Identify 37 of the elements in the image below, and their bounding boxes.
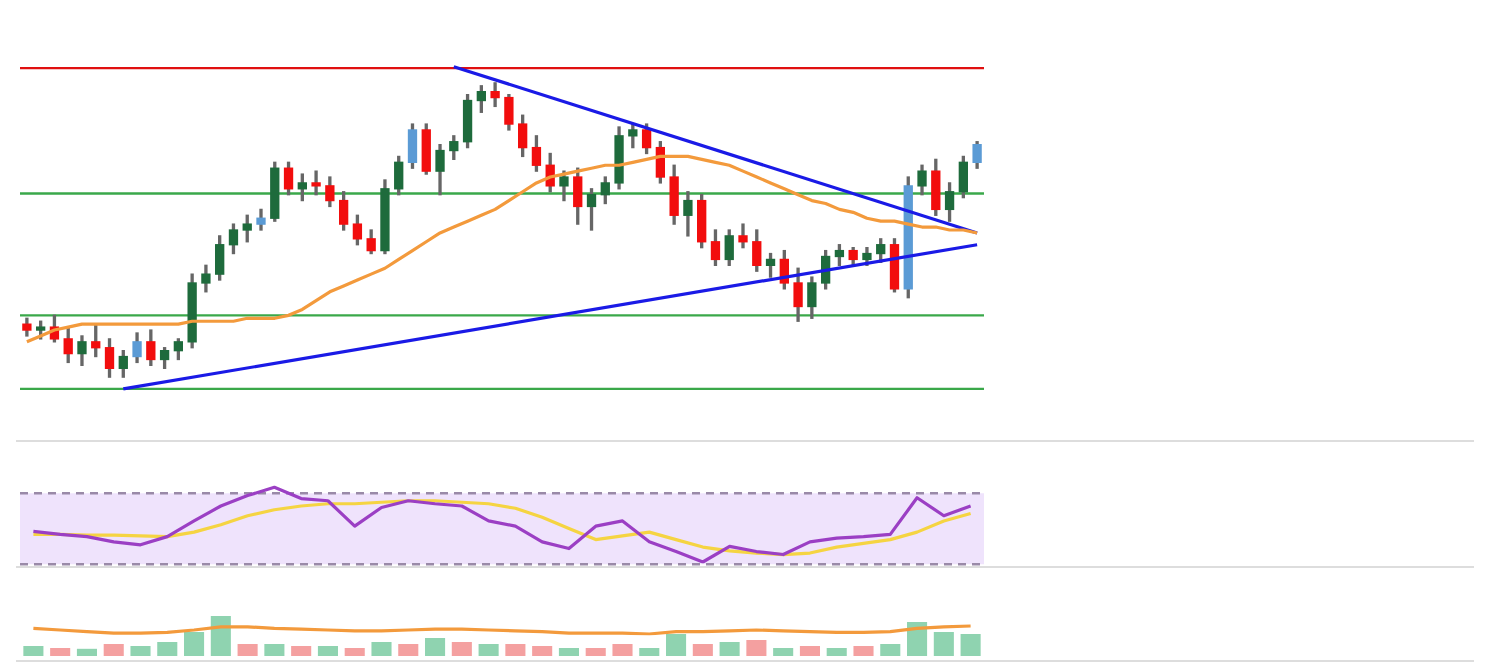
bar	[291, 646, 312, 656]
bar	[130, 646, 151, 656]
bar	[585, 648, 606, 656]
bar	[558, 648, 579, 656]
bar	[639, 648, 660, 656]
bar	[826, 648, 847, 656]
bar	[692, 644, 713, 656]
bar	[612, 644, 633, 656]
candlestick	[311, 170, 321, 196]
bar	[853, 646, 874, 656]
bar	[746, 640, 767, 656]
bar	[210, 616, 231, 656]
bar	[505, 644, 526, 656]
bar	[76, 648, 97, 656]
bar	[933, 632, 954, 656]
bar	[184, 632, 205, 656]
bar	[23, 646, 44, 656]
bar	[103, 644, 124, 656]
bar	[50, 648, 71, 656]
bar	[907, 622, 928, 656]
bar	[880, 644, 901, 656]
bar	[773, 648, 794, 656]
bar	[264, 644, 285, 656]
bar	[666, 634, 687, 656]
bar	[478, 644, 499, 656]
bar	[799, 646, 820, 656]
bar	[719, 642, 740, 656]
bar	[237, 644, 258, 656]
bar	[157, 642, 178, 656]
bar	[317, 646, 338, 656]
bar	[398, 644, 419, 656]
bar	[344, 648, 365, 656]
bar	[451, 642, 472, 656]
bar	[425, 638, 446, 656]
bar	[960, 634, 981, 656]
bar	[532, 646, 553, 656]
bar	[371, 642, 392, 656]
